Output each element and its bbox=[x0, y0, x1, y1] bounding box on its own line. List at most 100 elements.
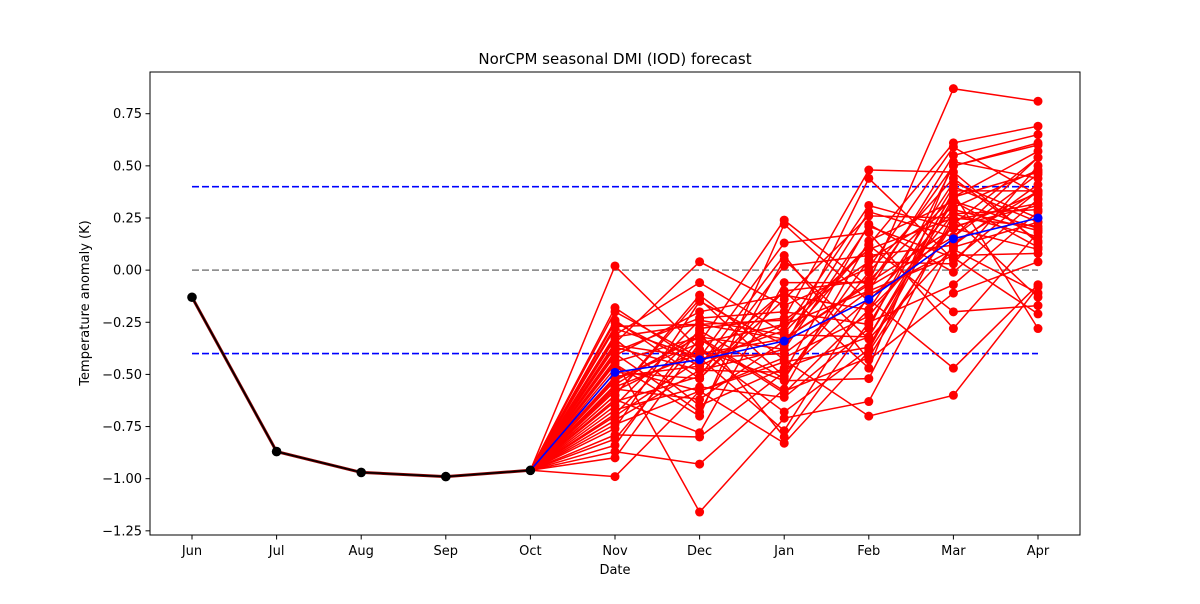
ensemble-point-42-6 bbox=[1033, 257, 1043, 267]
ensemble-point-40-1 bbox=[610, 357, 620, 367]
ensemble-point-44-5 bbox=[948, 307, 958, 317]
ensemble-point-5-3 bbox=[779, 426, 789, 436]
ensemble-point-38-6 bbox=[1033, 236, 1043, 246]
x-tick-label: Apr bbox=[1027, 544, 1050, 559]
ensemble-point-43-5 bbox=[948, 182, 958, 192]
ensemble-point-43-2 bbox=[695, 313, 705, 323]
ensemble-point-14-6 bbox=[1033, 96, 1043, 106]
ensemble-point-27-3 bbox=[779, 313, 789, 323]
ensemble-point-22-6 bbox=[1033, 280, 1043, 290]
ensemble-point-31-3 bbox=[779, 413, 789, 423]
ensemble-point-28-5 bbox=[948, 196, 958, 206]
observed-point-3 bbox=[441, 471, 451, 482]
ensemble-point-37-5 bbox=[948, 150, 958, 160]
ensemble-point-27-4 bbox=[864, 165, 874, 175]
ensemble-point-33-2 bbox=[695, 401, 705, 411]
ensemble-point-39-2 bbox=[695, 278, 705, 288]
ensemble-point-41-5 bbox=[948, 203, 958, 213]
x-tick-label: Jan bbox=[773, 544, 794, 559]
y-tick-label: −0.50 bbox=[102, 368, 142, 383]
ensemble-point-24-4 bbox=[864, 207, 874, 217]
ensemble-point-36-3 bbox=[779, 344, 789, 354]
ensemble-point-39-6 bbox=[1033, 121, 1043, 131]
y-tick-label: −1.25 bbox=[102, 524, 142, 539]
ensemble-point-15-4 bbox=[864, 374, 874, 384]
ensemble-point-42-3 bbox=[779, 251, 789, 261]
ensemble-point-18-2 bbox=[695, 371, 705, 381]
y-tick-label: −0.25 bbox=[102, 316, 142, 331]
ensemble-point-34-4 bbox=[864, 228, 874, 238]
x-tick-label: Mar bbox=[941, 544, 966, 559]
observed-point-4 bbox=[525, 465, 536, 476]
ensemble-point-43-1 bbox=[610, 346, 620, 356]
ensemble-point-32-2 bbox=[695, 386, 705, 396]
ensemble-point-35-2 bbox=[695, 307, 705, 317]
ensemble-point-40-2 bbox=[695, 332, 705, 342]
ensemble-point-13-3 bbox=[779, 432, 789, 442]
y-tick-label: −1.00 bbox=[102, 472, 142, 487]
ensemble-point-24-1 bbox=[610, 424, 620, 434]
ensemble-point-29-3 bbox=[779, 215, 789, 225]
chart-title: NorCPM seasonal DMI (IOD) forecast bbox=[478, 50, 751, 68]
ensemble-point-34-3 bbox=[779, 238, 789, 248]
x-tick-label: Feb bbox=[857, 544, 880, 559]
ensemble-point-39-5 bbox=[948, 138, 958, 148]
ensemble-mean-point-2 bbox=[779, 336, 789, 346]
y-tick-label: 0.50 bbox=[113, 159, 142, 174]
ensemble-point-43-3 bbox=[779, 307, 789, 317]
observed-point-1 bbox=[271, 446, 282, 457]
ensemble-point-31-4 bbox=[864, 397, 874, 407]
ensemble-point-38-5 bbox=[948, 173, 958, 183]
ensemble-point-44-4 bbox=[864, 240, 874, 250]
x-tick-label: Sep bbox=[434, 544, 459, 559]
ensemble-point-14-5 bbox=[948, 84, 958, 94]
axes: Jun Jul Aug Sep Oct Nov Dec Jan Feb Mar Apr −1.25 −1… bbox=[102, 71, 1081, 559]
x-tick-label: Oct bbox=[519, 544, 541, 559]
ensemble-mean-point-5 bbox=[1033, 213, 1043, 223]
ensemble-point-36-4 bbox=[864, 221, 874, 231]
y-tick-label: −0.75 bbox=[102, 420, 142, 435]
ensemble-point-28-2 bbox=[695, 459, 705, 469]
ensemble-point-40-5 bbox=[948, 215, 958, 225]
ensemble-point-44-2 bbox=[695, 394, 705, 404]
x-tick-label: Nov bbox=[602, 544, 628, 559]
ensemble-point-37-6 bbox=[1033, 130, 1043, 140]
ensemble-point-12-6 bbox=[1033, 292, 1043, 302]
ensemble-point-32-3 bbox=[779, 438, 789, 448]
x-tick-label: Dec bbox=[687, 544, 712, 559]
ensemble-point-38-2 bbox=[695, 294, 705, 304]
ensemble-mean-point-4 bbox=[948, 234, 958, 244]
ensemble-point-30-1 bbox=[610, 472, 620, 482]
ensemble-point-20-5 bbox=[948, 161, 958, 171]
ensemble-point-37-3 bbox=[779, 319, 789, 329]
x-tick-label: Jun bbox=[181, 544, 202, 559]
ensemble-point-32-4 bbox=[864, 346, 874, 356]
ensemble-point-18-6 bbox=[1033, 180, 1043, 190]
ensemble-point-29-1 bbox=[610, 453, 620, 463]
ensemble-point-11-4 bbox=[864, 363, 874, 373]
observed-point-2 bbox=[356, 467, 367, 478]
y-tick-label: 0.75 bbox=[113, 107, 142, 122]
ensemble-point-10-2 bbox=[695, 411, 705, 421]
ensemble-mean-point-3 bbox=[864, 294, 874, 304]
y-tick-label: 0.25 bbox=[113, 211, 142, 226]
ensemble-point-0-1 bbox=[610, 261, 620, 271]
ensemble-point-44-6 bbox=[1033, 301, 1043, 311]
ensemble-point-26-1 bbox=[610, 434, 620, 444]
ensemble-point-37-1 bbox=[610, 317, 620, 327]
ensemble-point-32-6 bbox=[1033, 153, 1043, 163]
ensemble-point-33-6 bbox=[1033, 324, 1043, 334]
ensemble-point-39-3 bbox=[779, 328, 789, 338]
ensemble-point-16-4 bbox=[864, 411, 874, 421]
ensemble-point-20-6 bbox=[1033, 140, 1043, 150]
ensemble-point-28-6 bbox=[1033, 242, 1043, 252]
ensemble-point-35-4 bbox=[864, 305, 874, 315]
ensemble-point-41-1 bbox=[610, 409, 620, 419]
ensemble-point-41-2 bbox=[695, 326, 705, 336]
ensemble-point-30-5 bbox=[948, 209, 958, 219]
ensemble-point-25-5 bbox=[948, 267, 958, 277]
ensemble-point-36-5 bbox=[948, 253, 958, 263]
ensemble-point-0-3 bbox=[779, 407, 789, 417]
ensemble-point-40-3 bbox=[779, 386, 789, 396]
